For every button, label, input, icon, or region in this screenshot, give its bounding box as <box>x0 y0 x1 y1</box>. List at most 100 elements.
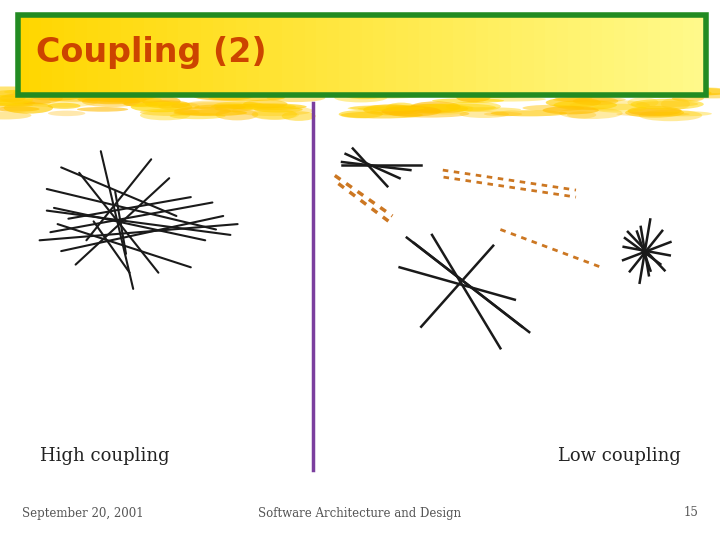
Bar <box>98 15 111 94</box>
Bar <box>545 15 558 94</box>
Bar <box>477 15 490 94</box>
Ellipse shape <box>590 91 661 96</box>
Ellipse shape <box>0 103 33 107</box>
Bar <box>522 15 535 94</box>
Text: Low coupling: Low coupling <box>557 447 680 465</box>
Ellipse shape <box>266 94 325 102</box>
Bar <box>419 15 432 94</box>
Text: September 20, 2001: September 20, 2001 <box>22 507 143 519</box>
Ellipse shape <box>386 103 417 113</box>
Ellipse shape <box>122 99 173 107</box>
Bar <box>488 15 501 94</box>
Ellipse shape <box>195 87 234 98</box>
Ellipse shape <box>506 89 544 93</box>
Ellipse shape <box>671 93 720 98</box>
Ellipse shape <box>382 89 468 95</box>
Ellipse shape <box>77 107 128 112</box>
Ellipse shape <box>253 110 299 119</box>
Ellipse shape <box>4 89 79 95</box>
Bar <box>202 15 215 94</box>
Ellipse shape <box>555 93 593 102</box>
Bar <box>568 15 581 94</box>
Ellipse shape <box>341 111 423 118</box>
Ellipse shape <box>0 86 50 95</box>
Bar <box>305 15 318 94</box>
Ellipse shape <box>23 96 98 107</box>
Ellipse shape <box>484 112 522 116</box>
Bar <box>683 15 696 94</box>
Ellipse shape <box>0 106 40 112</box>
Ellipse shape <box>341 92 426 99</box>
Bar <box>76 15 88 94</box>
Bar <box>30 15 42 94</box>
Ellipse shape <box>639 92 680 98</box>
Ellipse shape <box>553 97 626 103</box>
Ellipse shape <box>647 91 697 96</box>
Ellipse shape <box>461 92 526 98</box>
Ellipse shape <box>13 89 58 96</box>
Ellipse shape <box>0 90 30 97</box>
Bar <box>351 15 364 94</box>
Text: 15: 15 <box>683 507 698 519</box>
Ellipse shape <box>389 110 469 118</box>
Ellipse shape <box>232 105 313 116</box>
Ellipse shape <box>490 110 567 116</box>
Bar <box>213 15 226 94</box>
Ellipse shape <box>592 104 647 113</box>
Ellipse shape <box>350 105 420 111</box>
Bar <box>660 15 672 94</box>
Bar <box>86 15 99 94</box>
Ellipse shape <box>145 100 190 109</box>
Bar <box>190 15 203 94</box>
Ellipse shape <box>578 89 615 94</box>
Text: Coupling (2): Coupling (2) <box>36 36 266 70</box>
Ellipse shape <box>186 100 258 108</box>
Ellipse shape <box>171 102 252 110</box>
Ellipse shape <box>523 105 585 111</box>
Bar <box>361 15 374 94</box>
Ellipse shape <box>348 106 425 111</box>
Ellipse shape <box>358 106 429 111</box>
Ellipse shape <box>456 92 491 102</box>
Bar <box>671 15 684 94</box>
Ellipse shape <box>476 90 531 98</box>
Bar <box>339 15 352 94</box>
Ellipse shape <box>76 92 148 103</box>
Ellipse shape <box>559 107 623 119</box>
Bar <box>510 15 523 94</box>
Ellipse shape <box>49 96 100 102</box>
Bar <box>442 15 455 94</box>
Ellipse shape <box>382 106 441 117</box>
Ellipse shape <box>0 100 35 106</box>
Bar <box>408 15 420 94</box>
Ellipse shape <box>546 97 601 107</box>
Bar <box>694 15 707 94</box>
Ellipse shape <box>656 87 720 96</box>
Bar <box>384 15 397 94</box>
Ellipse shape <box>210 104 296 109</box>
Text: Software Architecture and Design: Software Architecture and Design <box>258 507 462 519</box>
Ellipse shape <box>174 107 231 116</box>
Ellipse shape <box>0 99 51 106</box>
Bar <box>557 15 570 94</box>
Ellipse shape <box>124 101 158 107</box>
Ellipse shape <box>370 109 445 114</box>
Bar <box>396 15 409 94</box>
Bar <box>235 15 248 94</box>
Ellipse shape <box>543 106 599 114</box>
Bar <box>179 15 192 94</box>
Bar <box>603 15 616 94</box>
Ellipse shape <box>48 103 81 109</box>
Ellipse shape <box>170 113 225 119</box>
Ellipse shape <box>208 94 285 101</box>
Ellipse shape <box>243 100 287 109</box>
Ellipse shape <box>142 96 181 106</box>
Ellipse shape <box>627 97 659 107</box>
Ellipse shape <box>671 90 711 96</box>
Ellipse shape <box>343 90 385 99</box>
Ellipse shape <box>215 105 253 112</box>
Ellipse shape <box>459 111 509 118</box>
Bar <box>64 15 77 94</box>
Bar <box>121 15 134 94</box>
Bar <box>534 15 546 94</box>
